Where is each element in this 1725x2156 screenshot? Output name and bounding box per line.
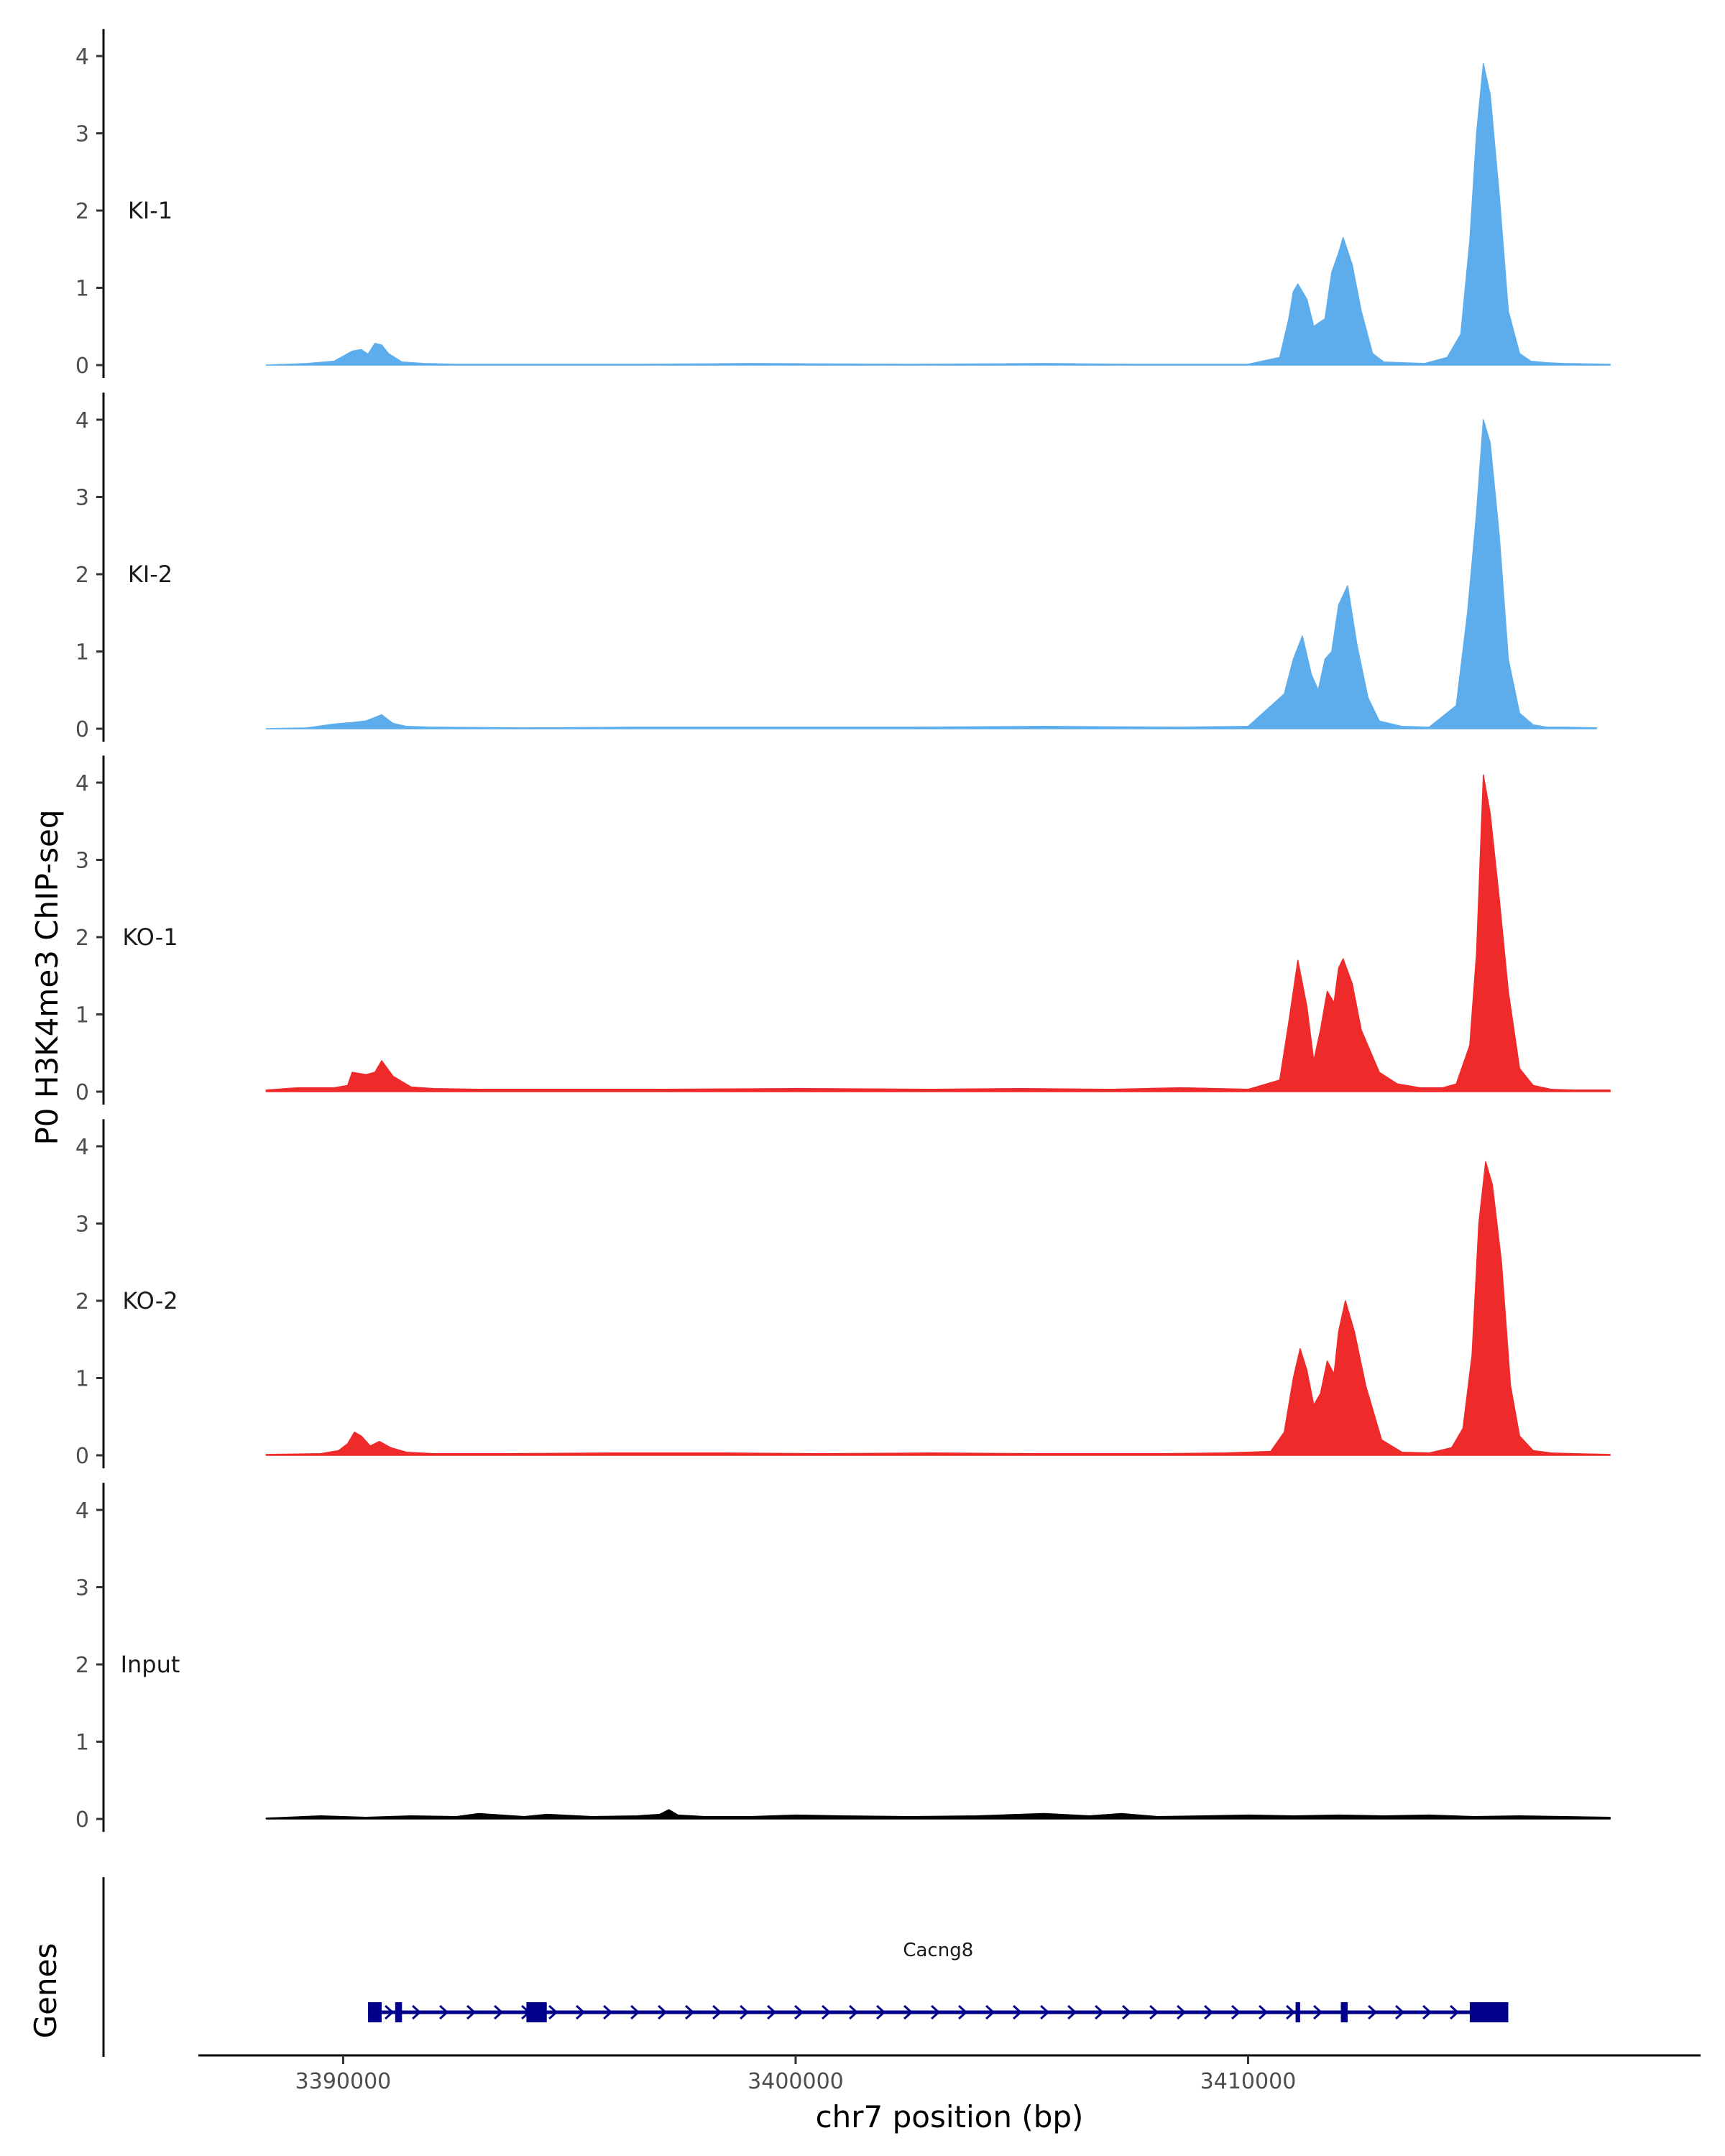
track-label: KI-2	[128, 561, 172, 588]
track-ko-1: 0 1 2 3 4 KO-1	[75, 755, 1611, 1105]
y-tick-label: 1	[75, 1731, 89, 1756]
gene-name-label: Cacng8	[903, 1940, 973, 1961]
gene-exon	[1295, 2002, 1300, 2022]
track-label: KO-2	[122, 1287, 178, 1314]
y-tick-label: 0	[75, 1080, 89, 1105]
strand-arrow	[1450, 2004, 1460, 2020]
strand-arrow	[1395, 2004, 1405, 2020]
strand-arrow	[1067, 2004, 1077, 2020]
strand-arrow	[931, 2004, 941, 2020]
strand-arrow	[1122, 2004, 1132, 2020]
x-axis-title: chr7 position (bp)	[816, 2099, 1084, 2134]
coverage-area	[265, 63, 1611, 366]
y-tick-label: 0	[75, 1807, 89, 1833]
strand-arrow	[1259, 2004, 1269, 2020]
track-label: Input	[121, 1651, 180, 1678]
strand-arrow	[1286, 2004, 1296, 2020]
strand-arrow	[1177, 2004, 1187, 2020]
track-label: KI-1	[128, 197, 172, 224]
strand-arrow	[1313, 2004, 1323, 2020]
y-tick-label: 1	[75, 1003, 89, 1028]
strand-arrow	[385, 2004, 395, 2020]
y-tick-label: 1	[75, 640, 89, 665]
strand-arrow	[1040, 2004, 1050, 2020]
y-tick-label: 3	[75, 849, 89, 874]
y-axis-title: P0 H3K4me3 ChIP-seq	[29, 809, 65, 1145]
y-tick-label: 4	[75, 1135, 89, 1160]
genes-axis-title: Genes	[28, 1943, 63, 2039]
strand-arrow	[1204, 2004, 1214, 2020]
y-tick-label: 3	[75, 486, 89, 511]
coverage-area	[265, 1809, 1611, 1820]
x-axis: chr7 position (bp) 3390000 3400000 3410000	[198, 2054, 1701, 2134]
y-tick-label: 3	[75, 1576, 89, 1601]
track-label: KO-1	[122, 923, 178, 951]
y-tick-label: 2	[75, 199, 89, 224]
gene-exon	[526, 2002, 547, 2022]
x-tick-label: 3390000	[295, 2069, 392, 2094]
strand-arrow	[603, 2004, 613, 2020]
y-tick-label: 4	[75, 771, 89, 796]
gene-model-cacng8	[368, 2002, 1509, 2022]
strand-arrow	[439, 2004, 449, 2020]
track-ki-1: 0 1 2 3 4 KI-1	[75, 29, 1611, 379]
strand-arrow	[876, 2004, 886, 2020]
strand-arrow	[630, 2004, 640, 2020]
strand-arrow	[1095, 2004, 1105, 2020]
strand-arrow	[1013, 2004, 1023, 2020]
strand-arrow	[548, 2004, 558, 2020]
strand-arrow	[576, 2004, 586, 2020]
track-ko-2: 0 1 2 3 4 KO-2	[75, 1119, 1611, 1469]
x-tick-label: 3410000	[1200, 2069, 1297, 2094]
strand-arrow	[1231, 2004, 1241, 2020]
strand-arrow	[658, 2004, 668, 2020]
gene-exon	[1340, 2002, 1348, 2022]
strand-arrow	[466, 2004, 477, 2020]
y-tick-label: 1	[75, 1367, 89, 1392]
strand-arrow	[1149, 2004, 1159, 2020]
track-input: 0 1 2 3 4 Input	[75, 1483, 1611, 1833]
y-tick-label: 0	[75, 354, 89, 379]
y-tick-label: 2	[75, 1289, 89, 1314]
y-tick-label: 2	[75, 563, 89, 588]
strand-arrow	[494, 2004, 504, 2020]
strand-arrow	[685, 2004, 695, 2020]
y-tick-label: 1	[75, 277, 89, 302]
genes-track: Genes Cacng8	[28, 1877, 1509, 2057]
y-tick-label: 2	[75, 1653, 89, 1678]
strand-arrow	[712, 2004, 722, 2020]
strand-arrow	[822, 2004, 832, 2020]
strand-arrow	[1368, 2004, 1378, 2020]
strand-arrow	[1422, 2004, 1432, 2020]
strand-arrow	[985, 2004, 995, 2020]
gene-exon	[1469, 2002, 1509, 2022]
strand-arrow	[794, 2004, 804, 2020]
coverage-area	[265, 419, 1597, 729]
y-tick-label: 4	[75, 45, 89, 70]
y-tick-label: 2	[75, 926, 89, 951]
y-tick-label: 0	[75, 717, 89, 742]
y-tick-label: 3	[75, 122, 89, 147]
strand-arrow	[412, 2004, 422, 2020]
x-tick-label: 3400000	[748, 2069, 844, 2094]
strand-arrow	[849, 2004, 859, 2020]
coverage-area	[265, 774, 1611, 1092]
gene-exon	[395, 2002, 402, 2022]
y-tick-label: 4	[75, 1498, 89, 1524]
y-tick-label: 3	[75, 1212, 89, 1238]
strand-arrow	[903, 2004, 914, 2020]
coverage-area	[265, 1161, 1611, 1456]
gene-exon	[368, 2002, 382, 2022]
strand-arrow	[767, 2004, 777, 2020]
y-tick-label: 0	[75, 1444, 89, 1469]
strand-arrow	[740, 2004, 750, 2020]
strand-arrow	[958, 2004, 968, 2020]
track-ki-2: 0 1 2 3 4 KI-2	[75, 392, 1597, 742]
y-tick-label: 4	[75, 408, 89, 433]
coverage-tracks: 0 1 2 3 4 KI-1 0 1 2 3 4 KI-2 0 1 2 3 4 KO-1 0 1 2 3 4 KO-2 0 1 2 3…	[75, 29, 1611, 1833]
